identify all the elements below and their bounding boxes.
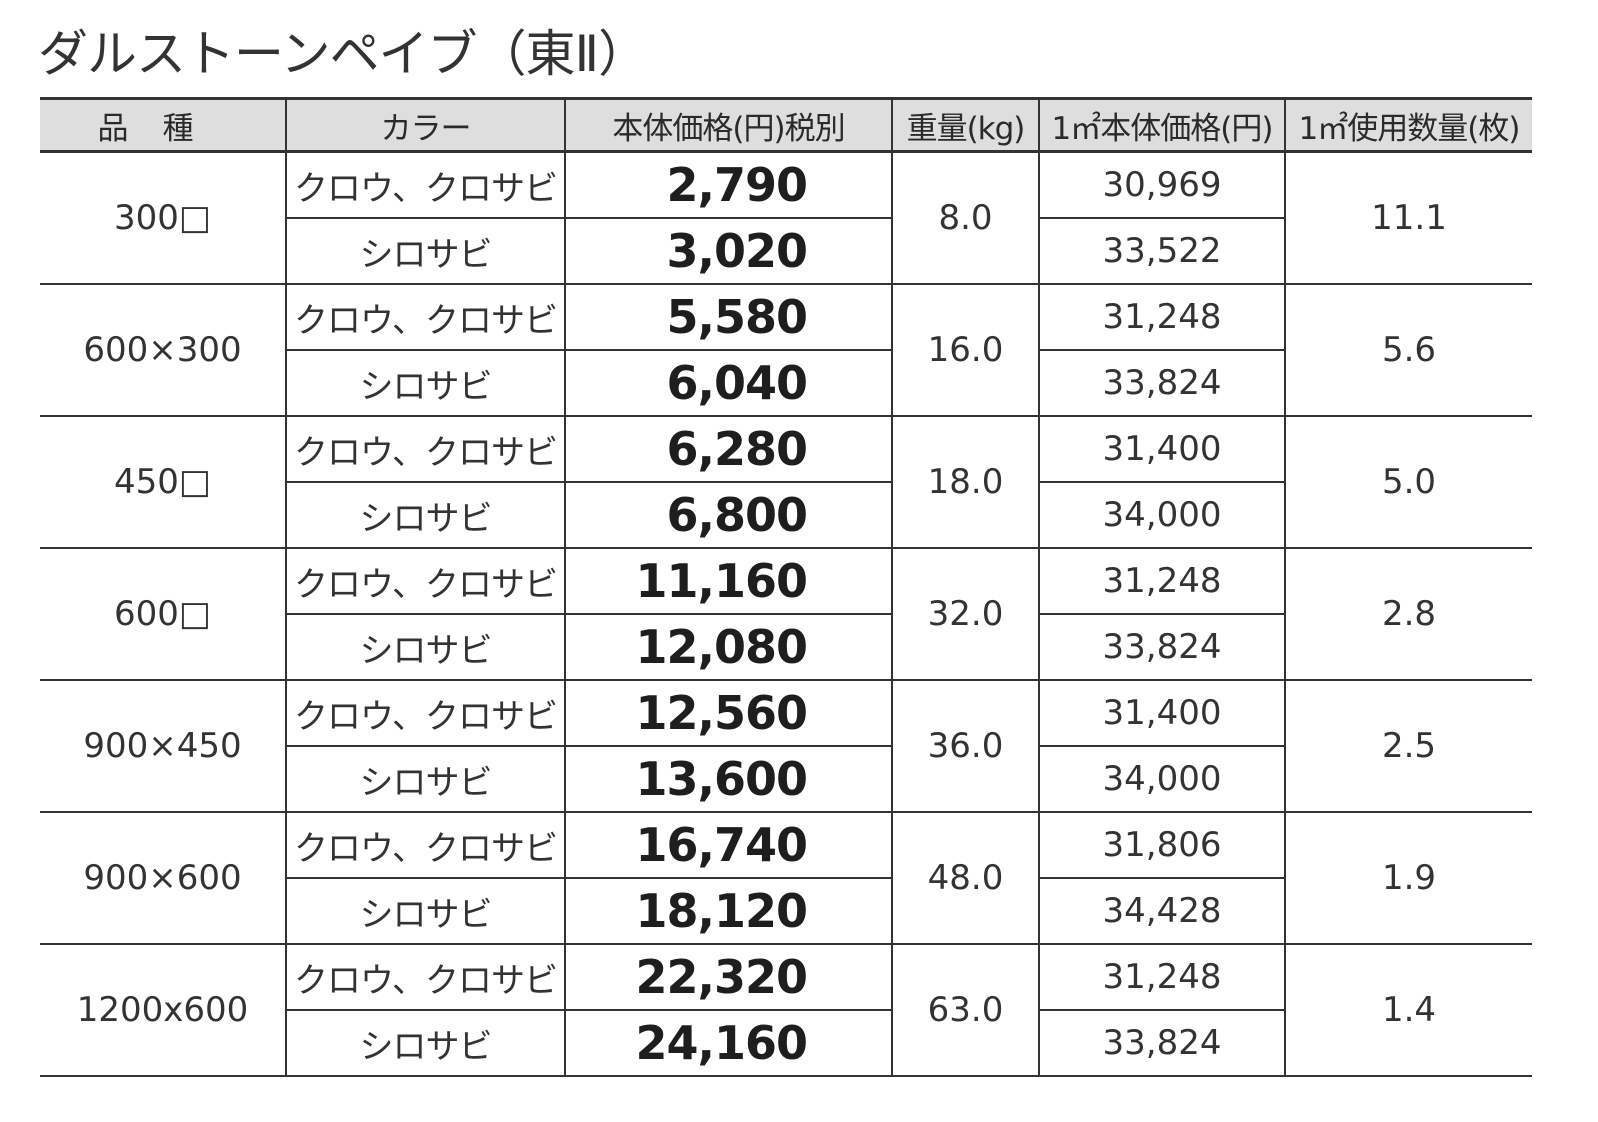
sqm-price-cell: 31,248	[1038, 944, 1285, 1011]
type-cell: 900×450	[40, 680, 286, 813]
weight-cell: 8.0	[891, 151, 1039, 285]
table-row: 1200x600 クロウ、クロサビ 22,320 63.0 31,248 1.4	[40, 944, 1532, 1077]
sqm-price-cell: 31,248	[1038, 284, 1285, 351]
weight-cell: 32.0	[891, 548, 1039, 681]
color-cell: クロウ、クロサビ	[285, 416, 565, 483]
price-cell: 6,280	[564, 416, 892, 483]
price-cell: 22,320	[564, 944, 892, 1011]
table-row: シロサビ 3,020 33,522	[40, 218, 1532, 285]
weight-cell: 16.0	[891, 284, 1039, 417]
color-cell: シロサビ	[285, 878, 565, 945]
sqm-price-cell: 33,824	[1038, 350, 1285, 417]
price-cell: 24,160	[564, 1010, 892, 1077]
color-cell: クロウ、クロサビ	[285, 944, 565, 1011]
sqm-price-cell: 31,400	[1038, 680, 1285, 747]
header-type: 品種	[40, 97, 286, 153]
page-title: ダルストーンペイブ（東Ⅱ）	[38, 25, 648, 83]
table-row: シロサビ 18,120 34,428	[40, 878, 1532, 945]
header-color: カラー	[285, 97, 565, 153]
price-cell: 11,160	[564, 548, 892, 615]
qty-cell: 1.9	[1284, 812, 1532, 945]
sqm-price-cell: 34,000	[1038, 482, 1285, 549]
color-cell: クロウ、クロサビ	[285, 284, 565, 351]
header-price: 本体価格(円)税別	[564, 97, 892, 153]
sqm-price-cell: 33,824	[1038, 614, 1285, 681]
price-cell: 12,560	[564, 680, 892, 747]
price-cell: 6,040	[564, 350, 892, 417]
type-cell: 600□	[40, 548, 286, 681]
color-cell: クロウ、クロサビ	[285, 151, 565, 219]
type-cell: 300□	[40, 151, 286, 285]
type-cell: 600×300	[40, 284, 286, 417]
table-row: シロサビ 13,600 34,000	[40, 746, 1532, 813]
color-cell: シロサビ	[285, 1010, 565, 1077]
color-cell: シロサビ	[285, 614, 565, 681]
table-row: 900×450 クロウ、クロサビ 12,560 36.0 31,400 2.5	[40, 680, 1532, 813]
table-row: シロサビ 24,160 33,824	[40, 1010, 1532, 1077]
sqm-price-cell: 31,806	[1038, 812, 1285, 879]
qty-cell: 2.5	[1284, 680, 1532, 813]
color-cell: シロサビ	[285, 218, 565, 285]
qty-cell: 1.4	[1284, 944, 1532, 1077]
table-row: シロサビ 12,080 33,824	[40, 614, 1532, 681]
qty-cell: 5.6	[1284, 284, 1532, 417]
price-cell: 18,120	[564, 878, 892, 945]
price-cell: 6,800	[564, 482, 892, 549]
weight-cell: 18.0	[891, 416, 1039, 549]
type-cell: 900×600	[40, 812, 286, 945]
color-cell: クロウ、クロサビ	[285, 812, 565, 879]
price-cell: 5,580	[564, 284, 892, 351]
header-row: 品種 カラー 本体価格(円)税別 重量(kg) 1㎡本体価格(円) 1㎡使用数量…	[40, 97, 1532, 153]
price-cell: 12,080	[564, 614, 892, 681]
color-cell: シロサビ	[285, 482, 565, 549]
price-cell: 16,740	[564, 812, 892, 879]
color-cell: クロウ、クロサビ	[285, 548, 565, 615]
color-cell: シロサビ	[285, 350, 565, 417]
sqm-price-cell: 33,824	[1038, 1010, 1285, 1077]
table-row: シロサビ 6,800 34,000	[40, 482, 1532, 549]
weight-cell: 36.0	[891, 680, 1039, 813]
table-row: 900×600 クロウ、クロサビ 16,740 48.0 31,806 1.9	[40, 812, 1532, 945]
weight-cell: 48.0	[891, 812, 1039, 945]
price-table: 品種 カラー 本体価格(円)税別 重量(kg) 1㎡本体価格(円) 1㎡使用数量…	[40, 97, 1532, 1077]
table-row: 600□ クロウ、クロサビ 11,160 32.0 31,248 2.8	[40, 548, 1532, 681]
table-row: 600×300 クロウ、クロサビ 5,580 16.0 31,248 5.6	[40, 284, 1532, 417]
header-qty-per-sqm: 1㎡使用数量(枚)	[1284, 97, 1532, 153]
type-cell: 1200x600	[40, 944, 286, 1077]
sqm-price-cell: 31,400	[1038, 416, 1285, 483]
price-cell: 2,790	[564, 151, 892, 219]
sqm-price-cell: 31,248	[1038, 548, 1285, 615]
table-row: 450□ クロウ、クロサビ 6,280 18.0 31,400 5.0	[40, 416, 1532, 549]
table-row: 300□ クロウ、クロサビ 2,790 8.0 30,969 11.1	[40, 151, 1532, 285]
weight-cell: 63.0	[891, 944, 1039, 1077]
type-cell: 450□	[40, 416, 286, 549]
header-weight: 重量(kg)	[891, 97, 1039, 153]
header-price-per-sqm: 1㎡本体価格(円)	[1038, 97, 1285, 153]
sqm-price-cell: 30,969	[1038, 151, 1285, 219]
price-cell: 3,020	[564, 218, 892, 285]
price-cell: 13,600	[564, 746, 892, 813]
sqm-price-cell: 34,000	[1038, 746, 1285, 813]
color-cell: クロウ、クロサビ	[285, 680, 565, 747]
qty-cell: 5.0	[1284, 416, 1532, 549]
color-cell: シロサビ	[285, 746, 565, 813]
qty-cell: 11.1	[1284, 151, 1532, 285]
sqm-price-cell: 33,522	[1038, 218, 1285, 285]
table-row: シロサビ 6,040 33,824	[40, 350, 1532, 417]
sqm-price-cell: 34,428	[1038, 878, 1285, 945]
qty-cell: 2.8	[1284, 548, 1532, 681]
